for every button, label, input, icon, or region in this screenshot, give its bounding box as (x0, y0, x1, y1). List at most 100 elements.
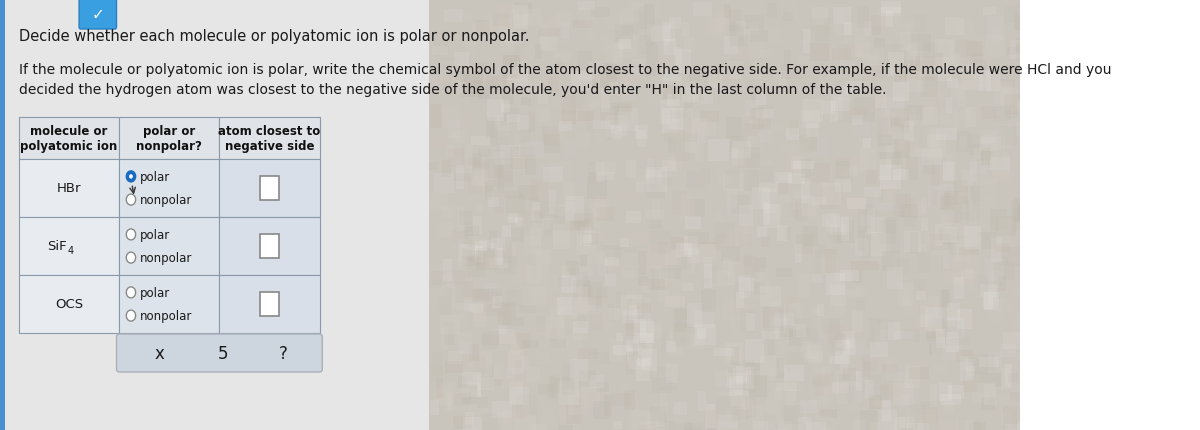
Bar (919, 245, 928, 253)
Bar (791, 160, 802, 170)
Bar (454, 157, 462, 166)
Bar (486, 76, 506, 92)
Bar (616, 97, 623, 119)
Bar (492, 327, 506, 352)
Bar (977, 232, 996, 249)
Bar (504, 172, 514, 184)
Bar (503, 226, 511, 237)
Bar (440, 260, 451, 283)
Bar (457, 245, 470, 266)
Bar (463, 299, 484, 311)
Bar (637, 344, 653, 366)
Bar (908, 38, 924, 61)
Bar (462, 75, 480, 95)
Bar (644, 152, 656, 177)
Bar (881, 111, 894, 136)
Bar (614, 107, 631, 121)
Bar (608, 125, 623, 135)
Bar (589, 8, 610, 18)
Bar (1004, 16, 1015, 28)
Bar (977, 414, 986, 430)
Bar (493, 424, 509, 430)
Bar (559, 294, 566, 316)
Bar (526, 142, 544, 159)
Bar (859, 334, 876, 345)
Bar (604, 308, 612, 330)
Bar (893, 384, 914, 405)
Bar (590, 92, 602, 101)
Bar (928, 135, 946, 158)
Bar (862, 236, 871, 259)
Bar (674, 111, 694, 130)
Bar (953, 112, 960, 136)
Bar (652, 377, 672, 393)
Bar (726, 342, 744, 361)
Bar (445, 270, 467, 284)
Bar (566, 10, 586, 35)
Bar (467, 255, 485, 277)
Bar (750, 68, 760, 78)
Bar (902, 330, 920, 343)
Bar (943, 243, 956, 255)
Bar (468, 166, 487, 181)
Bar (884, 45, 905, 68)
Bar (685, 216, 701, 230)
Bar (518, 186, 539, 201)
Bar (662, 77, 682, 86)
Bar (728, 376, 743, 396)
Bar (769, 367, 787, 381)
Bar (467, 32, 475, 55)
Bar (827, 219, 844, 233)
Bar (954, 335, 970, 345)
Bar (786, 295, 793, 308)
Bar (805, 427, 823, 430)
Bar (498, 412, 506, 424)
Bar (886, 98, 905, 116)
Bar (1007, 367, 1021, 385)
Bar (919, 139, 929, 151)
Bar (578, 112, 594, 122)
Bar (689, 248, 701, 263)
Bar (736, 22, 745, 38)
Bar (964, 227, 982, 249)
Bar (1010, 201, 1030, 220)
Bar (580, 280, 589, 297)
Bar (871, 232, 886, 256)
Bar (498, 417, 504, 430)
Bar (440, 58, 457, 68)
Bar (846, 82, 860, 94)
Bar (449, 237, 462, 259)
Bar (614, 127, 631, 150)
Bar (914, 197, 926, 214)
Bar (626, 299, 643, 319)
Bar (736, 31, 751, 43)
Bar (468, 174, 482, 194)
Bar (1015, 85, 1031, 108)
Bar (956, 350, 973, 362)
Bar (671, 237, 684, 250)
Bar (970, 156, 985, 175)
Bar (832, 25, 851, 37)
Bar (587, 67, 606, 76)
Bar (811, 357, 818, 379)
Bar (722, 258, 732, 275)
Bar (991, 155, 1009, 176)
Bar (667, 44, 674, 53)
Bar (460, 342, 473, 354)
Bar (943, 162, 954, 181)
Bar (770, 29, 778, 54)
Bar (572, 49, 588, 62)
Bar (929, 186, 947, 208)
Bar (912, 189, 924, 205)
Text: polar: polar (140, 286, 170, 299)
Bar (811, 19, 828, 43)
Bar (492, 184, 500, 203)
Bar (484, 289, 497, 312)
Bar (721, 246, 740, 261)
Bar (731, 391, 749, 407)
Bar (906, 84, 918, 98)
Bar (580, 393, 588, 414)
Bar (936, 363, 948, 383)
Bar (520, 303, 530, 319)
Bar (509, 213, 517, 224)
